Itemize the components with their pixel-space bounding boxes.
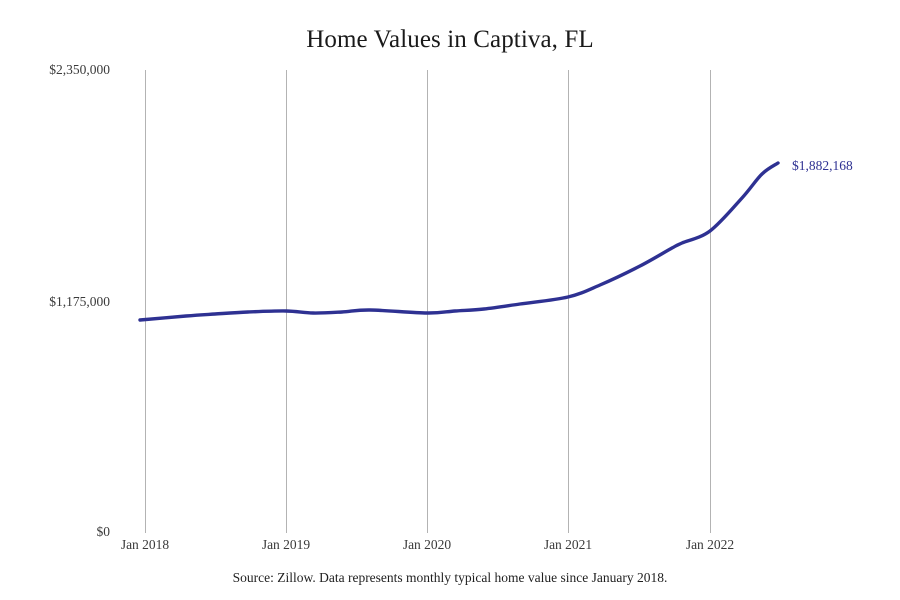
- x-axis-tick-label-jan-2021: Jan 2021: [543, 537, 593, 552]
- x-axis-tick-label-jan-2019: Jan 2019: [261, 537, 311, 552]
- chart-title: Home Values in Captiva, FL: [306, 26, 594, 53]
- y-axis-tick-label-top: $2,350,000: [49, 62, 110, 77]
- y-axis-tick-label-zero: $0: [96, 524, 111, 539]
- y-axis-tick-label-mid: $1,175,000: [49, 294, 110, 309]
- gridlines: [145, 70, 711, 533]
- x-axis-tick-label-jan-2022: Jan 2022: [685, 537, 735, 552]
- data-series-line: [138, 161, 780, 322]
- end-value-annotation: $1,882,168: [792, 158, 853, 173]
- source-note: Source: Zillow. Data represents monthly …: [232, 570, 668, 585]
- x-axis-tick-label-jan-2020: Jan 2020: [402, 537, 452, 552]
- x-axis-tick-label-jan-2018: Jan 2018: [120, 537, 170, 552]
- series-line-typical-home-value: [138, 161, 780, 322]
